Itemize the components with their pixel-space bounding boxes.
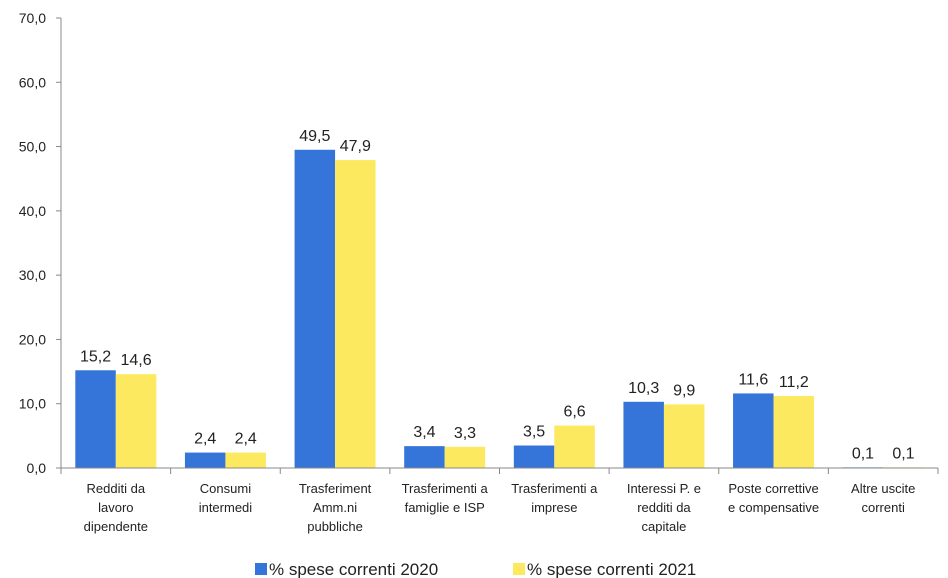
category-label: Trasferimenti a imprese bbox=[511, 481, 598, 515]
data-label: 14,6 bbox=[120, 352, 151, 369]
data-label: 3,5 bbox=[523, 424, 545, 441]
y-tick-label: 30,0 bbox=[19, 267, 46, 283]
bar bbox=[444, 446, 486, 468]
data-label: 2,4 bbox=[194, 431, 216, 448]
data-labels: 15,2 14,6 2,4 2,4 49,5 47,9 3,4 3,3 3,5 6,6 10,3 9,… bbox=[80, 128, 915, 463]
bar bbox=[513, 445, 555, 468]
category-label: Interessi P. e redditi da capitale bbox=[627, 481, 701, 534]
data-label: 11,6 bbox=[738, 371, 768, 388]
data-label: 49,5 bbox=[299, 128, 330, 145]
category-label: Redditi da lavoro dipendente bbox=[84, 481, 148, 534]
category-label: Trasferiment Amm.ni pubbliche bbox=[299, 481, 372, 534]
legend-label: % spese correnti 2021 bbox=[527, 560, 696, 578]
data-label: 2,4 bbox=[235, 431, 257, 448]
data-label: 6,6 bbox=[563, 404, 585, 421]
y-tick-label: 50,0 bbox=[19, 139, 46, 155]
bar bbox=[294, 149, 336, 469]
category-label-line: Altre uscite bbox=[851, 481, 915, 496]
category-label-line: capitale bbox=[642, 519, 687, 534]
x-axis: Redditi da lavoro dipendente Consumi interme… bbox=[60, 467, 939, 534]
legend-swatch bbox=[513, 563, 525, 575]
category-label-line: correnti bbox=[862, 500, 905, 515]
category-label: Altre uscite correnti bbox=[851, 481, 915, 515]
category-label-line: famiglie e ISP bbox=[405, 500, 485, 515]
category-label-line: redditi da bbox=[637, 500, 691, 515]
bar bbox=[404, 446, 445, 468]
data-label: 15,2 bbox=[80, 348, 111, 365]
y-axis: 0,0 10,0 20,0 30,0 40,0 50,0 60,0 70,0 bbox=[19, 10, 62, 476]
y-tick-label: 20,0 bbox=[19, 331, 46, 347]
legend: % spese correnti 2020 % spese correnti 20… bbox=[255, 560, 696, 578]
bar bbox=[184, 452, 226, 468]
category-label-line: Consumi bbox=[200, 481, 251, 496]
category-label-line: Trasferimenti a bbox=[402, 481, 489, 496]
bar bbox=[115, 374, 157, 468]
category-label-line: dipendente bbox=[84, 519, 148, 534]
category-label-line: Interessi P. e bbox=[627, 481, 701, 496]
category-label-line: lavoro bbox=[98, 500, 133, 515]
legend-swatch bbox=[255, 563, 267, 575]
data-label: 3,3 bbox=[454, 425, 476, 442]
category-label-line: intermedi bbox=[199, 500, 253, 515]
category-label-line: imprese bbox=[531, 500, 577, 515]
data-label: 47,9 bbox=[340, 138, 371, 155]
category-label-line: Poste correttive bbox=[728, 481, 818, 496]
y-tick-label: 60,0 bbox=[19, 74, 46, 90]
bar bbox=[225, 452, 266, 468]
bar bbox=[773, 396, 815, 468]
category-label: Poste correttive e compensative bbox=[728, 481, 819, 515]
data-label: 3,4 bbox=[413, 424, 435, 441]
category-label: Trasferimenti a famiglie e ISP bbox=[402, 481, 489, 515]
y-tick-label: 0,0 bbox=[27, 460, 47, 476]
category-label-line: Trasferimenti a bbox=[511, 481, 598, 496]
bar bbox=[733, 393, 774, 468]
category-label: Consumi intermedi bbox=[199, 481, 253, 515]
y-tick-label: 70,0 bbox=[19, 10, 46, 26]
category-label-line: Trasferiment bbox=[299, 481, 372, 496]
bar bbox=[75, 370, 116, 468]
data-label: 0,1 bbox=[852, 445, 874, 462]
bar bbox=[335, 160, 376, 469]
data-label: 10,3 bbox=[628, 380, 659, 397]
bar bbox=[623, 401, 664, 468]
category-label-line: e compensative bbox=[728, 500, 819, 515]
bar bbox=[663, 404, 705, 468]
category-label-line: pubbliche bbox=[307, 519, 363, 534]
data-label: 0,1 bbox=[892, 445, 914, 462]
data-label: 9,9 bbox=[673, 382, 695, 399]
data-label: 11,2 bbox=[779, 374, 809, 391]
category-label-line: Amm.ni bbox=[313, 500, 357, 515]
y-tick-label: 10,0 bbox=[19, 396, 46, 412]
legend-label: % spese correnti 2020 bbox=[269, 560, 438, 578]
category-label-line: Redditi da bbox=[87, 481, 146, 496]
y-tick-label: 40,0 bbox=[19, 203, 46, 219]
bar bbox=[554, 425, 595, 468]
bars bbox=[75, 149, 924, 469]
